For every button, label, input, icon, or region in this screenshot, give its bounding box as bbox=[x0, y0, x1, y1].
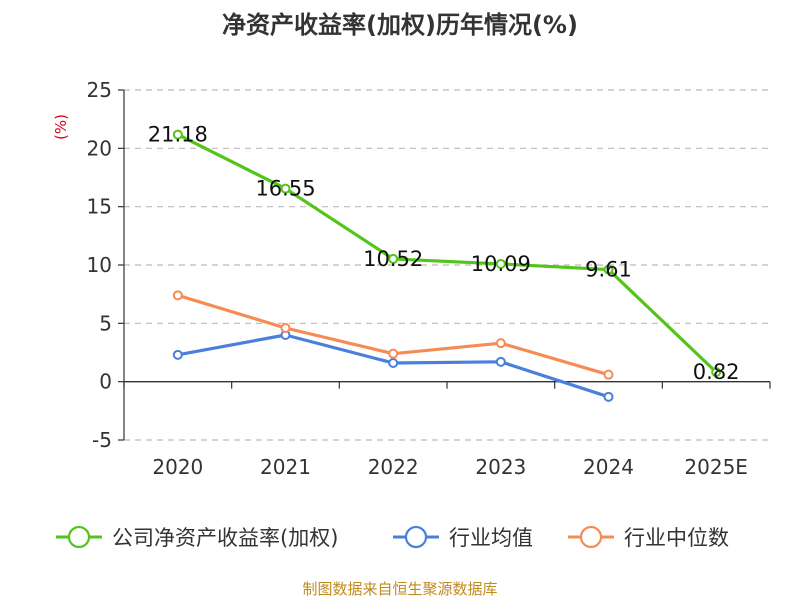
data-point bbox=[172, 349, 183, 360]
y-tick-label: 10 bbox=[87, 253, 112, 277]
data-label: 10.52 bbox=[363, 247, 423, 271]
data-label: 16.55 bbox=[255, 177, 315, 201]
data-point bbox=[603, 264, 614, 275]
data-point bbox=[603, 369, 614, 380]
grid-lines bbox=[124, 89, 770, 441]
data-point bbox=[388, 348, 399, 359]
data-point bbox=[388, 358, 399, 368]
x-tick-label: 2023 bbox=[475, 455, 526, 479]
data-point bbox=[495, 338, 506, 349]
data-labels: 21.18 16.55 10.52 10.09 9.61 0.82 bbox=[148, 123, 740, 385]
data-point bbox=[495, 356, 506, 367]
y-tick-label: 5 bbox=[99, 311, 112, 335]
y-tick-label: 15 bbox=[87, 195, 112, 219]
data-point bbox=[711, 367, 722, 378]
axes: -5 0 5 10 15 20 25 2020 2021 2022 2023 2024 2025E bbox=[87, 78, 771, 479]
data-point bbox=[388, 253, 399, 264]
series-line bbox=[177, 133, 718, 374]
data-point bbox=[280, 183, 291, 194]
data-point bbox=[495, 258, 506, 269]
series-group bbox=[172, 129, 722, 402]
y-tick-label: 25 bbox=[87, 78, 112, 102]
y-tick-label: -5 bbox=[92, 428, 112, 452]
x-tick-label: 2020 bbox=[152, 455, 203, 479]
x-tick-label: 2025E bbox=[684, 455, 748, 479]
y-axis-label: (%) bbox=[52, 114, 70, 140]
data-point bbox=[172, 129, 183, 140]
legend-marker bbox=[404, 525, 428, 549]
data-point bbox=[603, 391, 614, 402]
x-tick-label: 2021 bbox=[260, 455, 311, 479]
x-tick-label: 2024 bbox=[583, 455, 634, 479]
y-tick-label: 20 bbox=[87, 136, 112, 160]
data-point bbox=[172, 290, 183, 301]
legend-label: 行业均值 bbox=[449, 526, 533, 550]
x-tick-label: 2022 bbox=[368, 455, 419, 479]
data-label: 9.61 bbox=[585, 258, 632, 282]
legend-marker bbox=[67, 525, 91, 549]
legend-label: 公司净资产收益率(加权) bbox=[112, 526, 338, 550]
data-point bbox=[280, 323, 291, 333]
data-label: 21.18 bbox=[148, 123, 208, 147]
source-note: 制图数据来自恒生聚源数据库 bbox=[302, 580, 497, 598]
y-tick-label: 0 bbox=[99, 370, 112, 394]
chart-title: 净资产收益率(加权)历年情况(%) bbox=[222, 11, 578, 39]
legend: 公司净资产收益率(加权) 行业均值 行业中位数 bbox=[56, 525, 729, 550]
data-label: 0.82 bbox=[693, 360, 740, 384]
legend-marker bbox=[579, 525, 603, 549]
data-label: 10.09 bbox=[471, 252, 531, 276]
legend-label: 行业中位数 bbox=[624, 526, 729, 550]
